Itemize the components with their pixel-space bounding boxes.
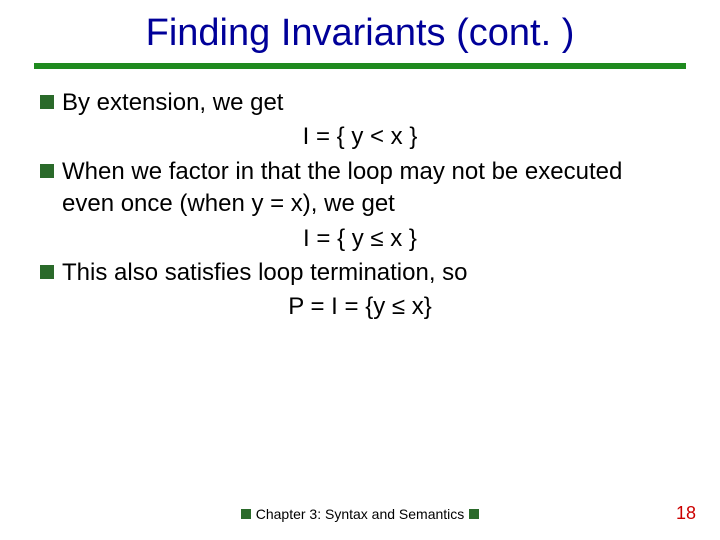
bullet-item: When we factor in that the loop may not … bbox=[40, 156, 680, 221]
bullet-square-icon bbox=[40, 265, 54, 279]
equation-line: I = { y < x } bbox=[40, 121, 680, 153]
equation-line: P = I = {y ≤ x} bbox=[40, 291, 680, 323]
bullet-item: This also satisfies loop termination, so bbox=[40, 257, 680, 289]
equation-line: I = { y ≤ x } bbox=[40, 223, 680, 255]
slide: Finding Invariants (cont. ) By extension… bbox=[0, 0, 720, 540]
bullet-text: When we factor in that the loop may not … bbox=[62, 156, 680, 221]
footer-square-icon bbox=[241, 509, 251, 519]
bullet-text: By extension, we get bbox=[62, 87, 283, 119]
bullet-square-icon bbox=[40, 164, 54, 178]
slide-title: Finding Invariants (cont. ) bbox=[34, 12, 686, 55]
bullet-text: This also satisfies loop termination, so bbox=[62, 257, 468, 289]
footer: Chapter 3: Syntax and Semantics bbox=[0, 506, 720, 522]
footer-square-icon bbox=[469, 509, 479, 519]
bullet-item: By extension, we get bbox=[40, 87, 680, 119]
title-underline bbox=[34, 63, 686, 69]
footer-chapter: Chapter 3: Syntax and Semantics bbox=[256, 506, 465, 522]
content-area: By extension, we get I = { y < x } When … bbox=[34, 87, 686, 324]
page-number: 18 bbox=[676, 503, 696, 524]
bullet-square-icon bbox=[40, 95, 54, 109]
